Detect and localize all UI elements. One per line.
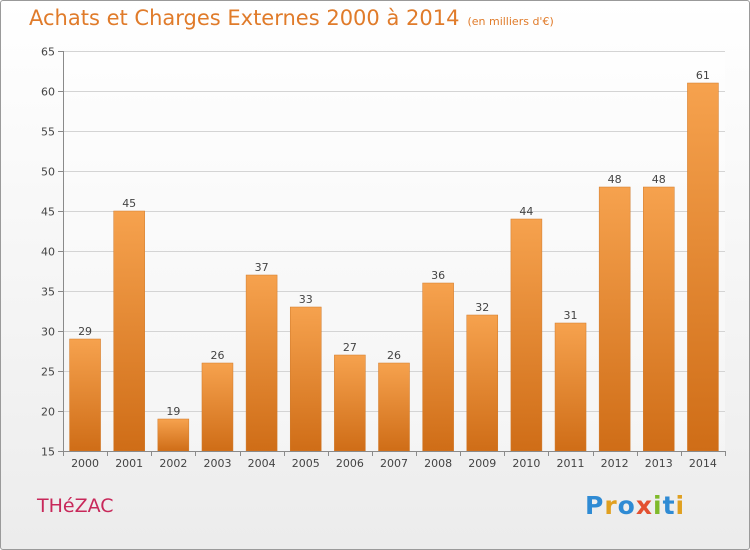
data-label: 48 xyxy=(652,173,666,186)
y-tick-label: 50 xyxy=(41,166,55,179)
x-tick-label: 2013 xyxy=(645,457,673,470)
data-label: 29 xyxy=(78,325,92,338)
x-tick-label: 2011 xyxy=(557,457,585,470)
x-tick-label: 2002 xyxy=(159,457,187,470)
bar-2009 xyxy=(466,314,499,452)
labels: 15 20 25 30 35 40 45 50 55 60 65 29 2000 45 2001 19 2002… xyxy=(41,46,717,471)
y-tick-label: 20 xyxy=(41,406,55,419)
bar-2005 xyxy=(289,306,322,452)
bar-2003 xyxy=(201,362,234,452)
bar-2006 xyxy=(334,354,366,452)
logo-letter: P xyxy=(585,491,605,520)
x-tick-label: 2003 xyxy=(203,457,231,470)
bar-2012 xyxy=(598,186,631,452)
bar-2014 xyxy=(687,82,719,452)
data-label: 31 xyxy=(564,309,578,322)
bar-2000 xyxy=(69,338,101,452)
y-tick-label: 65 xyxy=(41,46,55,59)
y-tick-label: 60 xyxy=(41,86,55,99)
bar-2002 xyxy=(157,418,190,452)
bar-2004 xyxy=(245,274,278,452)
data-label: 61 xyxy=(696,69,710,82)
y-tick-label: 40 xyxy=(41,246,55,259)
bar-2010 xyxy=(510,218,543,452)
data-label: 26 xyxy=(387,349,401,362)
x-tick-label: 2010 xyxy=(512,457,540,470)
logo-letter: x xyxy=(635,491,653,520)
place-name: THéZAC xyxy=(37,495,114,517)
y-tick-label: 55 xyxy=(41,126,55,139)
x-tick-label: 2008 xyxy=(424,457,452,470)
logo-letter: o xyxy=(617,491,636,520)
x-tick-label: 2012 xyxy=(601,457,629,470)
x-tick-label: 2005 xyxy=(292,457,320,470)
logo-letter: i xyxy=(653,491,663,520)
proxiti-logo: Proxiti xyxy=(585,491,685,520)
bar-2011 xyxy=(554,322,587,452)
logo-letter: i xyxy=(675,491,686,520)
axes xyxy=(58,51,726,456)
data-label: 27 xyxy=(343,341,357,354)
bar-2013 xyxy=(643,186,675,452)
data-label: 32 xyxy=(475,301,489,314)
data-label: 45 xyxy=(122,197,136,210)
y-tick-label: 15 xyxy=(41,446,55,459)
logo-letter: t xyxy=(662,491,676,520)
y-tick-label: 45 xyxy=(41,206,55,219)
chart-title: Achats et Charges Externes 2000 à 2014 (e… xyxy=(29,6,554,30)
bar-2008 xyxy=(422,282,454,452)
x-tick-label: 2009 xyxy=(468,457,496,470)
data-label: 37 xyxy=(255,261,269,274)
bar-2007 xyxy=(378,362,410,452)
data-label: 48 xyxy=(608,173,622,186)
chart-unit: (en milliers d'€) xyxy=(467,15,554,28)
data-label: 19 xyxy=(166,405,180,418)
x-tick-label: 2001 xyxy=(115,457,143,470)
data-label: 44 xyxy=(519,205,533,218)
x-tick-label: 2014 xyxy=(689,457,717,470)
data-label: 36 xyxy=(431,269,445,282)
data-label: 26 xyxy=(210,349,224,362)
chart-title-text: Achats et Charges Externes 2000 à 2014 xyxy=(29,6,460,30)
x-tick-label: 2007 xyxy=(380,457,408,470)
x-tick-label: 2004 xyxy=(248,457,276,470)
data-label: 33 xyxy=(299,293,313,306)
logo-letter: r xyxy=(604,491,618,520)
y-tick-label: 35 xyxy=(41,286,55,299)
y-tick-label: 25 xyxy=(41,366,55,379)
bar-2001 xyxy=(113,210,145,452)
y-tick-label: 30 xyxy=(41,326,55,339)
x-tick-label: 2000 xyxy=(71,457,99,470)
x-tick-label: 2006 xyxy=(336,457,364,470)
